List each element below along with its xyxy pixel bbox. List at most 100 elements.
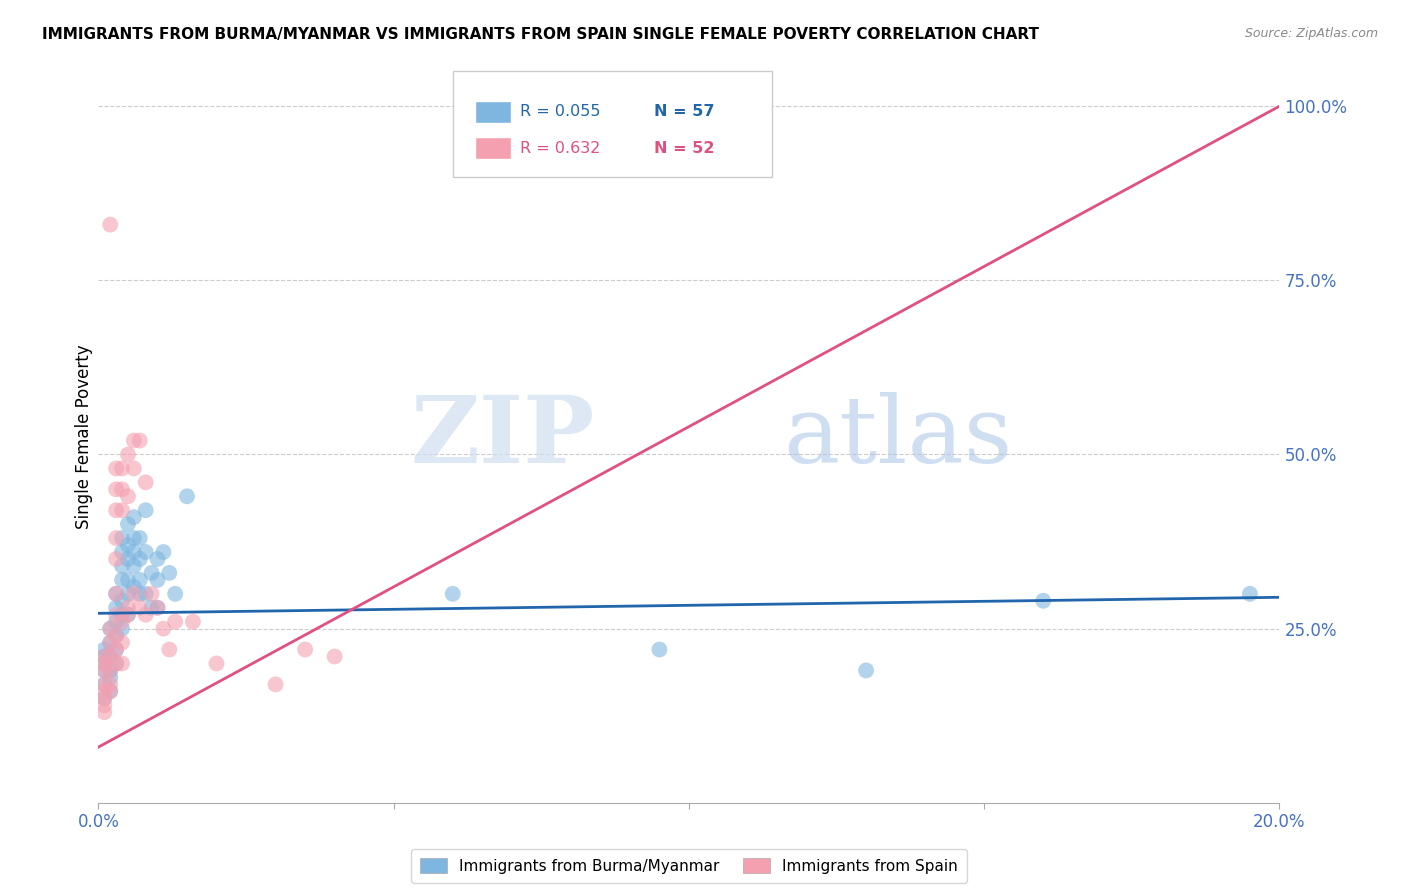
Point <box>128 434 150 448</box>
Point <box>122 580 145 594</box>
Point <box>146 552 169 566</box>
Point <box>176 489 198 503</box>
Point <box>111 558 134 573</box>
Point <box>141 566 163 580</box>
Point <box>111 594 134 608</box>
Point <box>111 657 134 671</box>
Point <box>105 587 128 601</box>
Point <box>1032 594 1054 608</box>
Point <box>648 642 671 657</box>
Point <box>105 600 128 615</box>
Point <box>117 573 139 587</box>
Point <box>122 434 145 448</box>
Point <box>122 558 145 573</box>
Point <box>678 120 700 134</box>
Point <box>105 657 128 671</box>
Point <box>93 677 115 691</box>
Text: N = 52: N = 52 <box>654 141 714 156</box>
Point <box>98 664 121 678</box>
Point <box>93 649 115 664</box>
Point <box>105 587 128 601</box>
Point <box>98 649 121 664</box>
Text: N = 57: N = 57 <box>654 104 714 120</box>
Point <box>93 664 115 678</box>
Point <box>105 503 128 517</box>
Point <box>135 545 157 559</box>
Point <box>105 657 128 671</box>
Point <box>152 622 174 636</box>
Point <box>111 545 134 559</box>
FancyBboxPatch shape <box>475 101 510 122</box>
Point <box>128 587 150 601</box>
Text: Source: ZipAtlas.com: Source: ZipAtlas.com <box>1244 27 1378 40</box>
Point <box>93 684 115 698</box>
Point <box>855 664 877 678</box>
Point <box>122 587 145 601</box>
Point <box>98 684 121 698</box>
Point <box>111 635 134 649</box>
Point <box>105 615 128 629</box>
Point <box>128 573 150 587</box>
FancyBboxPatch shape <box>475 137 510 159</box>
Point <box>141 600 163 615</box>
Point <box>323 649 346 664</box>
Text: R = 0.632: R = 0.632 <box>520 141 600 156</box>
Point <box>441 587 464 601</box>
Point <box>111 615 134 629</box>
Point <box>128 531 150 545</box>
Text: R = 0.055: R = 0.055 <box>520 104 600 120</box>
Point <box>105 642 128 657</box>
Point <box>98 622 121 636</box>
Point <box>135 475 157 490</box>
Point <box>93 657 115 671</box>
Point <box>165 615 187 629</box>
Point <box>128 552 150 566</box>
Point <box>98 635 121 649</box>
Point <box>146 573 169 587</box>
Point <box>128 600 150 615</box>
Point <box>111 483 134 497</box>
Point <box>122 461 145 475</box>
Point <box>111 622 134 636</box>
Point <box>98 649 121 664</box>
Point <box>93 664 115 678</box>
Point <box>117 607 139 622</box>
Point <box>122 531 145 545</box>
Text: atlas: atlas <box>783 392 1012 482</box>
Point <box>105 607 128 622</box>
Point <box>93 657 115 671</box>
Point <box>146 600 169 615</box>
Point <box>98 677 121 691</box>
Point <box>105 629 128 643</box>
Point <box>111 607 134 622</box>
Point <box>157 566 180 580</box>
Point <box>117 552 139 566</box>
Point <box>93 691 115 706</box>
Point <box>105 629 128 643</box>
Point <box>122 510 145 524</box>
Point <box>105 552 128 566</box>
Point <box>93 691 115 706</box>
Y-axis label: Single Female Poverty: Single Female Poverty <box>75 345 93 529</box>
Point <box>165 587 187 601</box>
Point <box>111 503 134 517</box>
Point <box>93 642 115 657</box>
Point <box>117 587 139 601</box>
Point <box>135 607 157 622</box>
Point <box>117 448 139 462</box>
Point <box>111 461 134 475</box>
Point <box>105 461 128 475</box>
Point <box>105 483 128 497</box>
Point <box>111 573 134 587</box>
Point <box>135 503 157 517</box>
Point <box>98 684 121 698</box>
Point <box>157 642 180 657</box>
Point <box>117 538 139 552</box>
Point <box>205 657 228 671</box>
Point <box>93 677 115 691</box>
Point <box>117 517 139 532</box>
Point <box>141 587 163 601</box>
Point <box>98 218 121 232</box>
Point <box>264 677 287 691</box>
Point <box>117 607 139 622</box>
